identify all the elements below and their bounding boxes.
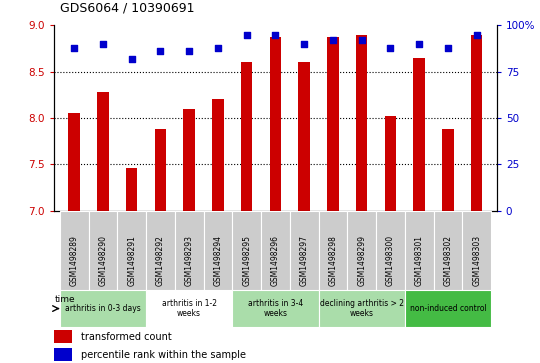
Bar (384, 116, 396, 211)
Point (156, 48, 165, 54)
Text: GSM1498301: GSM1498301 (415, 236, 424, 286)
Text: GSM1498294: GSM1498294 (213, 236, 222, 286)
Text: GSM1498292: GSM1498292 (156, 236, 165, 286)
Bar (347, 211, 376, 290)
Text: GSM1498290: GSM1498290 (98, 236, 107, 286)
Text: percentile rank within the sample: percentile rank within the sample (80, 350, 246, 360)
Bar (89, 211, 117, 290)
Bar (212, 99, 224, 211)
Bar (299, 62, 310, 211)
Bar (126, 168, 137, 211)
Point (415, 41, 423, 47)
Bar (184, 109, 195, 211)
Point (185, 48, 193, 54)
Text: GSM1498297: GSM1498297 (300, 236, 309, 286)
Point (242, 32, 251, 38)
Text: GSM1498303: GSM1498303 (472, 235, 481, 286)
Bar (175, 211, 204, 290)
Bar (204, 211, 232, 290)
Bar (146, 290, 232, 327)
Text: GSM1498289: GSM1498289 (70, 236, 79, 286)
Point (357, 37, 366, 43)
Bar (232, 211, 261, 290)
Bar (241, 62, 252, 211)
Text: time: time (55, 295, 75, 304)
Text: arthritis in 3-4
weeks: arthritis in 3-4 weeks (248, 299, 303, 318)
Bar (414, 58, 425, 211)
Text: GSM1498299: GSM1498299 (357, 236, 366, 286)
Bar (232, 290, 319, 327)
Point (127, 56, 136, 62)
Point (70, 45, 78, 50)
Text: GDS6064 / 10390691: GDS6064 / 10390691 (60, 1, 194, 14)
Bar (327, 37, 339, 211)
Text: GSM1498291: GSM1498291 (127, 236, 136, 286)
Point (271, 32, 280, 38)
Point (214, 45, 222, 50)
Point (386, 45, 395, 50)
Text: GSM1498296: GSM1498296 (271, 236, 280, 286)
Bar (54, 330, 72, 343)
Bar (117, 211, 146, 290)
Point (443, 45, 452, 50)
Point (99, 41, 107, 47)
Bar (434, 211, 462, 290)
Bar (442, 129, 454, 211)
Bar (405, 290, 491, 327)
Bar (60, 211, 89, 290)
Text: arthritis in 0-3 days: arthritis in 0-3 days (65, 304, 141, 313)
Bar (261, 211, 290, 290)
Text: declining arthritis > 2
weeks: declining arthritis > 2 weeks (320, 299, 404, 318)
Text: GSM1498293: GSM1498293 (185, 236, 194, 286)
Bar (290, 211, 319, 290)
Text: transformed count: transformed count (80, 332, 171, 342)
Bar (97, 92, 109, 211)
Point (472, 32, 481, 38)
Bar (462, 211, 491, 290)
Text: GSM1498302: GSM1498302 (443, 236, 453, 286)
Text: GSM1498300: GSM1498300 (386, 235, 395, 286)
Bar (471, 34, 482, 211)
Bar (376, 211, 405, 290)
Bar (69, 113, 80, 211)
Bar (405, 211, 434, 290)
Text: arthritis in 1-2
weeks: arthritis in 1-2 weeks (161, 299, 217, 318)
Point (328, 37, 337, 43)
Bar (54, 348, 72, 361)
Bar (154, 129, 166, 211)
Bar (269, 37, 281, 211)
Text: GSM1498295: GSM1498295 (242, 236, 251, 286)
Point (300, 41, 308, 47)
Bar (356, 34, 367, 211)
Text: non-induced control: non-induced control (409, 304, 487, 313)
Bar (319, 290, 405, 327)
Bar (60, 290, 146, 327)
Text: GSM1498298: GSM1498298 (328, 236, 338, 286)
Bar (146, 211, 175, 290)
Bar (319, 211, 347, 290)
